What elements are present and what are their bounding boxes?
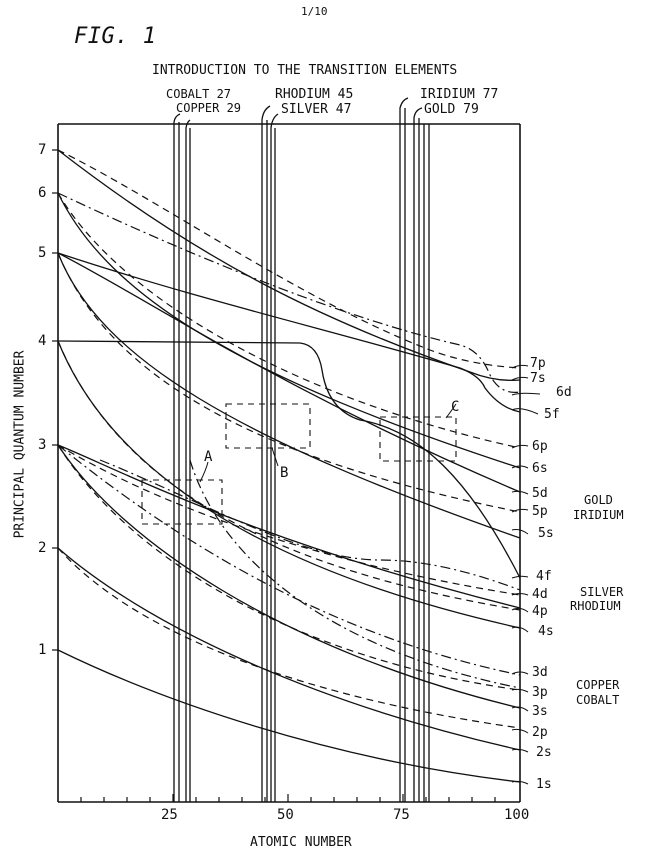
figure-label: FIG. 1: [74, 24, 157, 49]
curve-6s: [57, 192, 521, 469]
region-callouts: [199, 403, 457, 483]
group-label-iridium: IRIDIUM: [573, 508, 624, 522]
silver-guide-line: [270, 113, 279, 802]
group-label-copper: COPPER: [576, 678, 620, 692]
label-iridium: IRIDIUM 77: [420, 87, 499, 102]
label-copper: COPPER 29: [176, 101, 242, 115]
label-hooks: [511, 364, 541, 785]
label-cobalt: COBALT 27: [166, 87, 232, 101]
x-tick-100: 100: [504, 807, 530, 823]
curve-4s: [57, 340, 521, 629]
group-label-cobalt: COBALT: [576, 693, 620, 707]
label-gold: GOLD 79: [424, 102, 479, 117]
curve-1s: [57, 649, 521, 783]
curve-7p: [57, 149, 521, 369]
x-axis-label: ATOMIC NUMBER: [250, 835, 352, 850]
label-rhodium: RHODIUM 45: [275, 87, 354, 102]
y-tick-5: 5: [38, 245, 47, 261]
rhodium-guide-line: [261, 105, 271, 802]
orbital-label-7p: 7p: [530, 356, 546, 371]
curve-6d: [57, 192, 521, 393]
x-tick-marks: [80, 794, 496, 802]
group-label-rhodium: RHODIUM: [570, 599, 621, 613]
curve-5p: [57, 252, 521, 513]
curve-5s: [57, 252, 521, 539]
orbital-label-6s: 6s: [532, 461, 548, 476]
orbital-label-7s: 7s: [530, 371, 546, 386]
cobalt-guide-line: [173, 113, 181, 802]
region-box-c: [379, 416, 457, 462]
curve-4d: [57, 444, 521, 596]
curve-4p: [57, 444, 521, 609]
orbital-label-1s: 1s: [536, 777, 552, 792]
curve-2p: [57, 547, 521, 729]
curve-2s: [57, 547, 521, 751]
orbital-label-5f: 5f: [544, 407, 560, 422]
region-box-a: [141, 479, 223, 525]
curve-3s: [57, 444, 521, 709]
orbital-curves-solid: [57, 149, 521, 783]
curve-4f: [57, 340, 521, 579]
curve-5d: [57, 252, 521, 493]
orbital-label-2s: 2s: [536, 745, 552, 760]
region-boxes: [141, 403, 457, 525]
plot-frame: [57, 123, 521, 803]
group-label-gold: GOLD: [584, 493, 613, 507]
orbital-label-6p: 6p: [532, 439, 548, 454]
orbital-label-5s: 5s: [538, 526, 554, 541]
orbital-label-2p: 2p: [532, 725, 548, 740]
curve-6p: [57, 192, 521, 449]
curve-3p: [57, 444, 521, 691]
y-tick-3: 3: [38, 437, 47, 453]
curve-4p-dash: [57, 340, 521, 611]
region-box-b: [225, 403, 311, 449]
orbital-label-5d: 5d: [532, 486, 548, 501]
orbital-label-3p: 3p: [532, 685, 548, 700]
x-tick-50: 50: [277, 807, 294, 823]
iridium-guide-line: [399, 97, 409, 802]
region-label-c: C: [451, 399, 460, 415]
y-tick-2: 2: [38, 540, 47, 556]
orbital-label-4p: 4p: [532, 604, 548, 619]
orbital-curves-dashdot: [57, 192, 521, 689]
gold-guide-line: [413, 107, 423, 802]
diagram-title: INTRODUCTION TO THE TRANSITION ELEMENTS: [152, 63, 458, 78]
y-axis-label: PRINCIPAL QUANTUM NUMBER: [12, 350, 28, 539]
copper-guide-line: [185, 119, 191, 802]
label-silver: SILVER 47: [281, 102, 352, 117]
page-number: 1/10: [301, 5, 328, 18]
curve-4d-dashdot: [189, 459, 521, 689]
orbital-label-4d: 4d: [532, 587, 548, 602]
curve-5d-dashdot: [99, 459, 521, 591]
y-tick-6: 6: [38, 185, 47, 201]
group-label-silver: SILVER: [580, 585, 624, 599]
x-tick-75: 75: [393, 807, 410, 823]
orbital-label-3s: 3s: [532, 704, 548, 719]
y-tick-4: 4: [38, 333, 47, 349]
region-label-b: B: [280, 465, 289, 481]
region-label-a: A: [204, 449, 213, 465]
curve-3d: [57, 444, 521, 676]
orbital-label-5p: 5p: [532, 504, 548, 519]
orbital-label-4s: 4s: [538, 624, 554, 639]
y-tick-7: 7: [38, 142, 47, 158]
curve-7s: [57, 149, 521, 381]
orbital-label-4f: 4f: [536, 569, 552, 584]
orbital-label-3d: 3d: [532, 665, 548, 680]
orbital-curves-dashed: [57, 149, 521, 729]
y-tick-marks: [52, 149, 58, 651]
orbital-label-6d: 6d: [556, 385, 572, 400]
y-tick-1: 1: [38, 642, 47, 658]
curve-5f: [57, 252, 521, 413]
x-tick-25: 25: [161, 807, 178, 823]
element-guide-lines: [173, 97, 430, 802]
